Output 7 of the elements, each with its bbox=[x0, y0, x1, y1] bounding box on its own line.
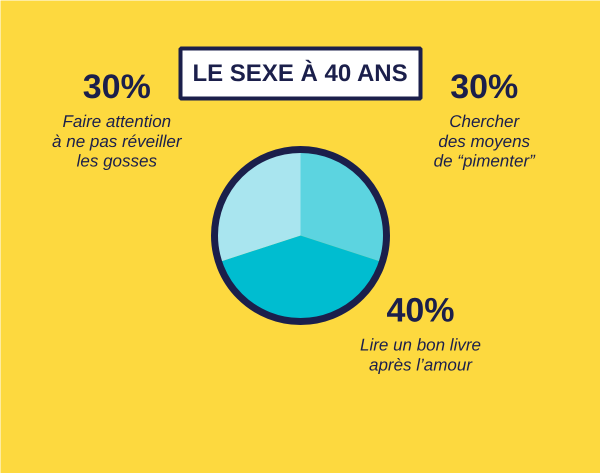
slice-label: Chercher des moyens de “pimenter” bbox=[434, 112, 536, 171]
slice-label: Lire un bon livre après l’amour bbox=[360, 336, 481, 374]
slice-label: Faire attention à ne pas réveiller les gosses bbox=[52, 112, 183, 171]
data-label: 30% bbox=[450, 68, 518, 106]
chart-title: LE SEXE À 40 ANS bbox=[192, 59, 408, 87]
data-label: 30% bbox=[82, 68, 151, 106]
data-label: 40% bbox=[386, 292, 455, 330]
